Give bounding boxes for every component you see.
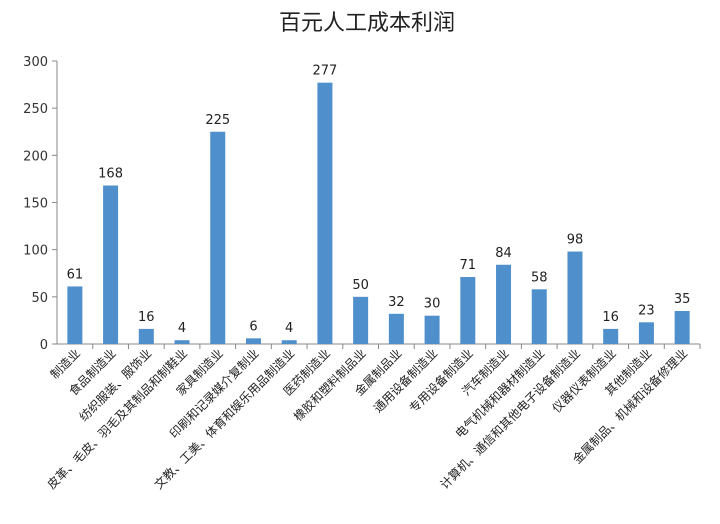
data-label: 30	[424, 297, 441, 312]
bar	[674, 310, 690, 344]
bar	[245, 338, 261, 344]
data-label: 58	[531, 270, 548, 285]
x-tick-label: 仪器仪表制造业	[550, 346, 619, 415]
bar	[103, 185, 119, 344]
data-label: 84	[495, 246, 512, 261]
data-label: 23	[638, 303, 655, 318]
data-label: 4	[178, 321, 186, 336]
category-labels: 制造业食品制造业纺织服装、服饰业皮革、毛皮、羽毛及其制品和制鞋业家具制造业印刷和…	[44, 344, 701, 492]
y-tick-label: 100	[23, 244, 48, 259]
bar	[460, 277, 476, 344]
data-label: 168	[98, 167, 123, 182]
bar	[638, 322, 654, 344]
bar	[353, 296, 369, 344]
y-tick-label: 300	[23, 55, 48, 70]
data-label: 16	[138, 310, 155, 325]
chart-title: 百元人工成本利润	[279, 11, 455, 36]
bar	[531, 289, 547, 344]
bar	[388, 313, 404, 344]
bar	[281, 340, 297, 344]
data-label: 35	[674, 292, 691, 307]
x-tick-label: 专用设备制造业	[406, 346, 476, 416]
data-label: 6	[249, 319, 257, 334]
data-label: 4	[285, 321, 293, 336]
data-label: 277	[313, 64, 338, 79]
data-label: 225	[205, 113, 230, 128]
bars	[67, 82, 690, 345]
y-tick-label: 0	[40, 338, 48, 353]
x-tick-label: 通用设备制造业	[371, 346, 440, 415]
bar	[424, 315, 440, 344]
bar	[317, 82, 333, 345]
bar	[138, 328, 154, 344]
data-label: 16	[602, 310, 619, 325]
data-label: 50	[352, 278, 369, 293]
y-tick-label: 250	[23, 102, 48, 117]
data-label: 71	[460, 258, 477, 273]
data-label: 98	[567, 233, 584, 248]
y-tick-label: 50	[31, 291, 48, 306]
bar	[603, 328, 619, 344]
bar	[567, 251, 583, 344]
data-label: 32	[388, 295, 405, 310]
bar	[67, 286, 83, 344]
bar	[174, 340, 190, 344]
data-label: 61	[67, 267, 84, 282]
y-axis-ticks: 0 50 100 150 200 250 300	[23, 55, 57, 353]
bar	[210, 131, 226, 344]
y-tick-label: 200	[23, 149, 48, 164]
bar	[496, 264, 512, 344]
y-tick-label: 150	[23, 197, 48, 212]
data-labels: 61 168 16 4 225 6 4 277 50 32 30 71 84 58 98 16 23 35	[67, 64, 691, 337]
